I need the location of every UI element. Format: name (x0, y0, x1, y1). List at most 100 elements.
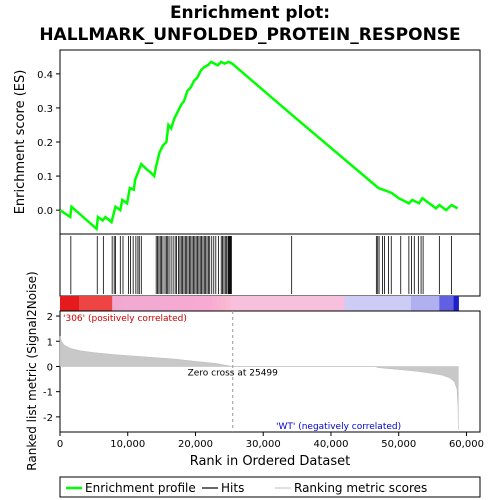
rank-bar-segment (145, 296, 151, 311)
rank-bar-segment (112, 296, 118, 311)
rank-bar-segment (188, 296, 194, 311)
enrichment-profile-line (59, 60, 459, 232)
rank-bar-segment (159, 296, 165, 311)
rank-bar-segment (311, 296, 317, 311)
es-y-tick-label: 0.0 (37, 206, 53, 217)
rank-bar-segment (60, 296, 66, 311)
rank-bar-segment (434, 296, 440, 311)
metric-panel-frame (59, 310, 481, 433)
rank-bar-segment (202, 296, 208, 311)
x-tick-label: 10,000 (110, 439, 145, 450)
metric-y-tick-label: -1 (43, 388, 53, 399)
rank-color-bar (60, 296, 459, 311)
rank-bar-segment (235, 296, 241, 311)
es-y-tick-label: 0.1 (37, 172, 53, 183)
metric-y-tick-label: 1 (47, 337, 53, 348)
rank-bar-segment (425, 296, 431, 311)
chart-title-line2: HALLMARK_UNFOLDED_PROTEIN_RESPONSE (39, 25, 460, 45)
rank-bar-segment (396, 296, 403, 311)
rank-bar-segment (349, 296, 355, 311)
rank-bar-segment (278, 296, 284, 311)
rank-bar-segment (140, 296, 146, 311)
x-tick-label: 20,000 (178, 439, 213, 450)
rank-bar-segment (216, 296, 222, 311)
es-y-tick-label: 0.2 (37, 138, 53, 149)
rank-bar-segment (363, 296, 369, 311)
rank-bar-segment (225, 296, 232, 311)
rank-bar-segment (287, 296, 293, 311)
rank-bar-segment (268, 296, 274, 311)
es-y-axis: 0.0 0.1 0.2 0.3 0.4 (37, 70, 60, 217)
rank-bar-segment (263, 296, 270, 311)
es-y-tick-label: 0.3 (37, 104, 53, 115)
x-axis-label: Rank in Ordered Dataset (190, 454, 351, 469)
rank-bar-segment (420, 296, 426, 311)
rank-bar-segment (335, 296, 341, 311)
rank-bar-segment (183, 296, 189, 311)
rank-bar-segment (135, 296, 142, 311)
rank-bar-segment (301, 296, 308, 311)
rank-bar-segment (169, 296, 175, 311)
rank-bar-segment (164, 296, 170, 311)
rank-bar-segment (344, 296, 350, 311)
rank-bar-segment (221, 296, 227, 311)
rank-bar-segment (368, 296, 374, 311)
rank-bar-segment (83, 296, 90, 311)
rank-bar-segment (325, 296, 331, 311)
rank-bar-segment (410, 296, 417, 311)
rank-bar-segment (401, 296, 407, 311)
rank-bar-segment (453, 296, 459, 311)
chart-title-line1: Enrichment plot: (170, 3, 330, 23)
rank-bar-segment (372, 296, 379, 311)
rank-bar-segment (173, 296, 180, 311)
rank-bar-segment (121, 296, 127, 311)
rank-bar-segment (292, 296, 298, 311)
rank-bar-segment (74, 296, 80, 311)
rank-bar-segment (150, 296, 156, 311)
legend-enrichment-label: Enrichment profile (85, 481, 196, 495)
rank-bar-segment (358, 296, 365, 311)
rank-bar-segment (339, 296, 346, 311)
x-tick-label: 40,000 (313, 439, 348, 450)
x-tick-label: 50,000 (381, 439, 416, 450)
rank-bar-segment (211, 296, 218, 311)
rank-bar-segment (93, 296, 99, 311)
rank-bar-segment (126, 296, 132, 311)
hit-markers (70, 236, 452, 294)
rank-bar-segment (154, 296, 161, 311)
es-panel-frame (59, 49, 481, 235)
x-tick-label: 0 (57, 439, 63, 450)
rank-bar-segment (297, 296, 303, 311)
es-y-axis-label: Enrichment score (ES) (13, 70, 28, 215)
rank-bar-segment (230, 296, 237, 311)
rank-bar-segment (439, 296, 445, 311)
rank-bar-segment (192, 296, 199, 311)
rank-bar-segment (240, 296, 246, 311)
rank-bar-segment (78, 296, 85, 311)
legend-metric-label: Ranking metric scores (294, 481, 427, 495)
rank-bar-segment (306, 296, 312, 311)
rank-bar-segment (282, 296, 289, 311)
rank-bar-segment (207, 296, 213, 311)
rank-bar-segment (97, 296, 104, 311)
metric-y-axis-label: Ranked list metric (Signal2Noise) (25, 271, 39, 470)
metric-y-tick-label: 0 (47, 362, 53, 373)
metric-y-axis: -2 -1 0 1 2 (43, 312, 60, 424)
metric-y-tick-label: -2 (43, 413, 53, 424)
negative-correlation-label: 'WT' (negatively correlated) (276, 422, 401, 432)
x-tick-label: 60,000 (449, 439, 484, 450)
rank-bar-segment (249, 296, 256, 311)
rank-bar-segment (131, 296, 137, 311)
positive-correlation-label: '306' (positively correlated) (63, 314, 187, 324)
rank-bar-segment (382, 296, 388, 311)
rank-bar-segment (415, 296, 421, 311)
metric-x-axis: 0 10,000 20,000 30,000 40,000 50,000 60,000 (57, 432, 484, 450)
rank-bar-segment (259, 296, 265, 311)
rank-bar-segment (320, 296, 327, 311)
rank-bar-segment (330, 296, 336, 311)
legend-hits-label: Hits (221, 481, 244, 495)
rank-bar-segment (88, 296, 94, 311)
ranking-metric-area (59, 336, 459, 430)
rank-bar-segment (244, 296, 251, 311)
